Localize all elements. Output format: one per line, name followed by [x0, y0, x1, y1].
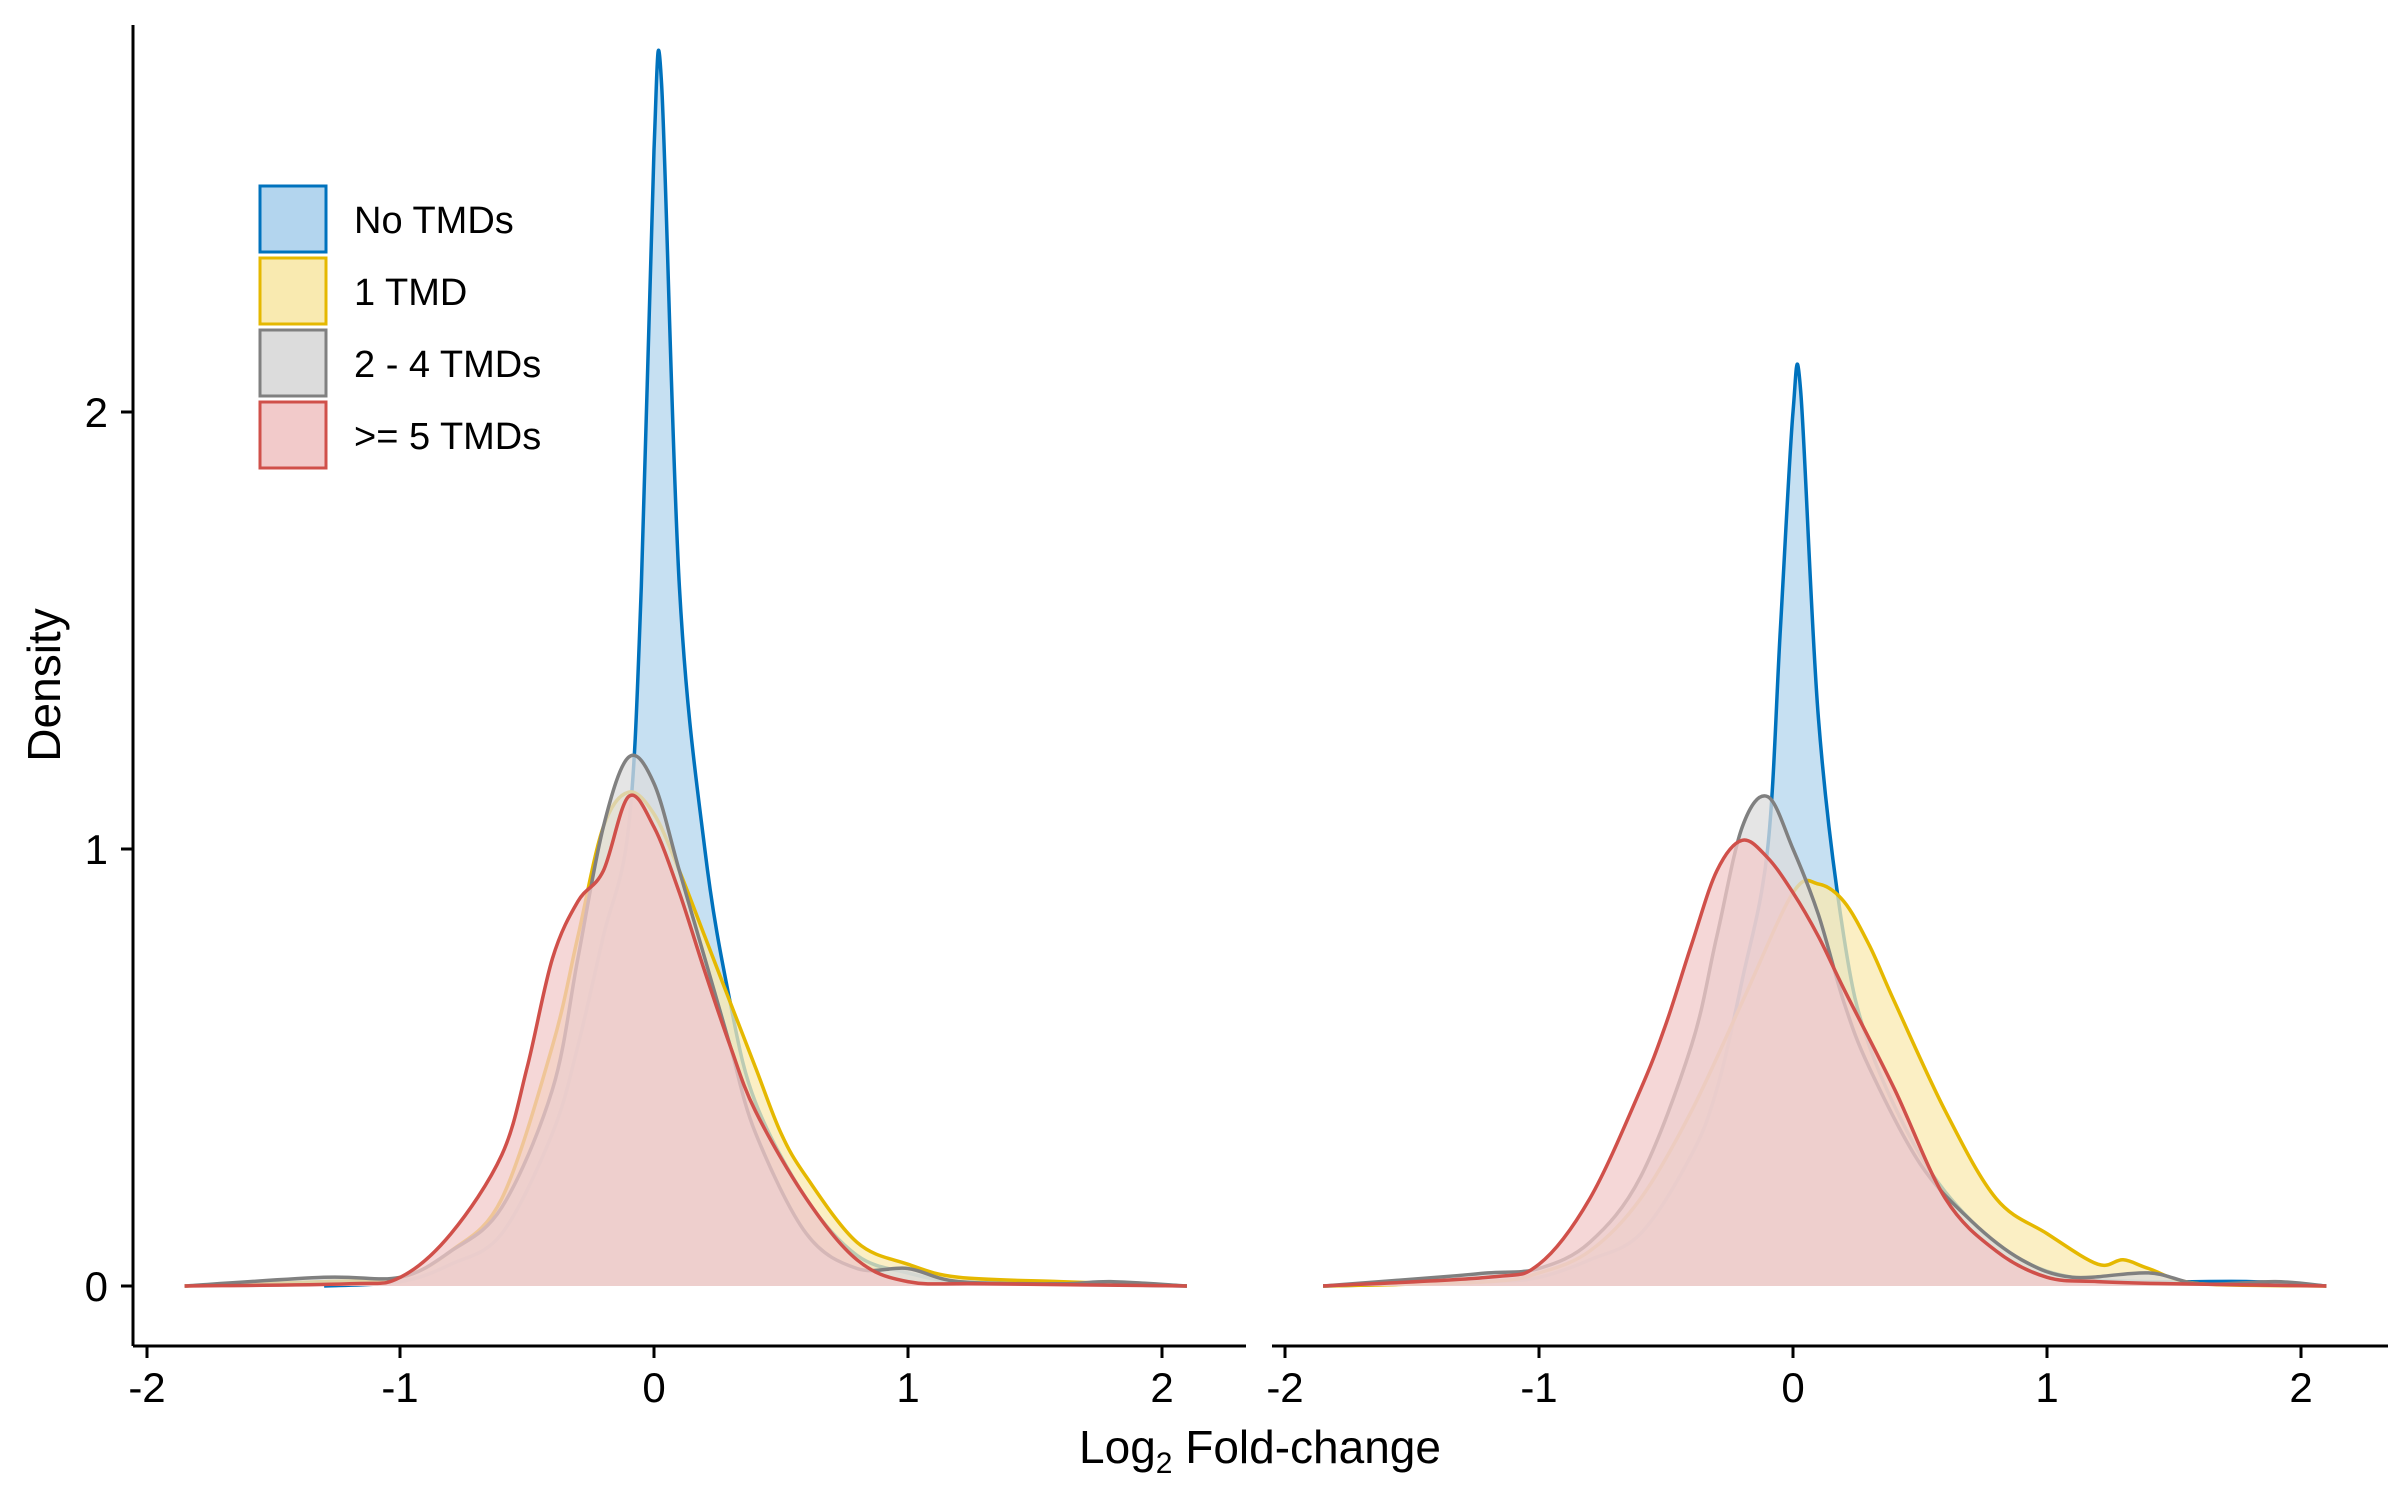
- x-tick-label-left-1: -1: [381, 1364, 418, 1411]
- x-tick-label-right-1: -1: [1520, 1364, 1557, 1411]
- x-tick-label-left-0: -2: [128, 1364, 165, 1411]
- right-density-area-no-tmds: [1323, 364, 2327, 1286]
- legend-label-1-tmd: 1 TMD: [354, 272, 467, 314]
- right-density-line-gte-5-tmds: [1323, 838, 2327, 1288]
- legend-key-no-tmds: [258, 184, 328, 254]
- right-panel: [1322, 362, 2327, 1288]
- x-axis-title-main: Log: [1079, 1421, 1156, 1473]
- legend-key-2-4-tmds: [258, 328, 328, 398]
- legend: No TMDs 1 TMD 2 - 4 TMDs >= 5 TMDs: [258, 184, 541, 470]
- x-tick-label-right-3: 1: [2035, 1364, 2058, 1411]
- right-density-area-gte-5-tmds: [1323, 840, 2327, 1286]
- x-ticks-left: -2 -1 0 1 2: [128, 1346, 1174, 1411]
- x-axis-title-rest: Fold-change: [1172, 1421, 1441, 1473]
- y-tick-label-0: 0: [85, 1263, 108, 1310]
- x-tick-label-right-2: 0: [1781, 1364, 1804, 1411]
- x-ticks-right: -2 -1 0 1 2: [1266, 1346, 2313, 1411]
- left-density-area-gte-5-tmds: [184, 795, 1187, 1286]
- x-tick-label-left-4: 2: [1150, 1364, 1173, 1411]
- y-tick-label-2: 2: [85, 389, 108, 436]
- x-axis-title-subscript: 2: [1156, 1447, 1173, 1480]
- x-axis-title: Log2 Fold-change: [1079, 1421, 1441, 1480]
- x-tick-label-left-2: 0: [642, 1364, 665, 1411]
- y-axis-title: Density: [18, 608, 70, 761]
- x-tick-label-right-0: -2: [1266, 1364, 1303, 1411]
- legend-label-5-plus-tmds: >= 5 TMDs: [354, 416, 541, 458]
- y-tick-label-1: 1: [85, 826, 108, 873]
- legend-key-5-plus-tmds: [258, 400, 328, 470]
- left-density-line-gte-5-tmds: [184, 793, 1187, 1288]
- x-tick-label-right-4: 2: [2289, 1364, 2312, 1411]
- y-ticks: 0 1 2: [85, 389, 133, 1310]
- legend-key-1-tmd: [258, 256, 328, 326]
- legend-label-no-tmds: No TMDs: [354, 200, 514, 242]
- x-tick-label-left-3: 1: [896, 1364, 919, 1411]
- left-panel: [184, 48, 1187, 1288]
- legend-label-2-4-tmds: 2 - 4 TMDs: [354, 344, 541, 386]
